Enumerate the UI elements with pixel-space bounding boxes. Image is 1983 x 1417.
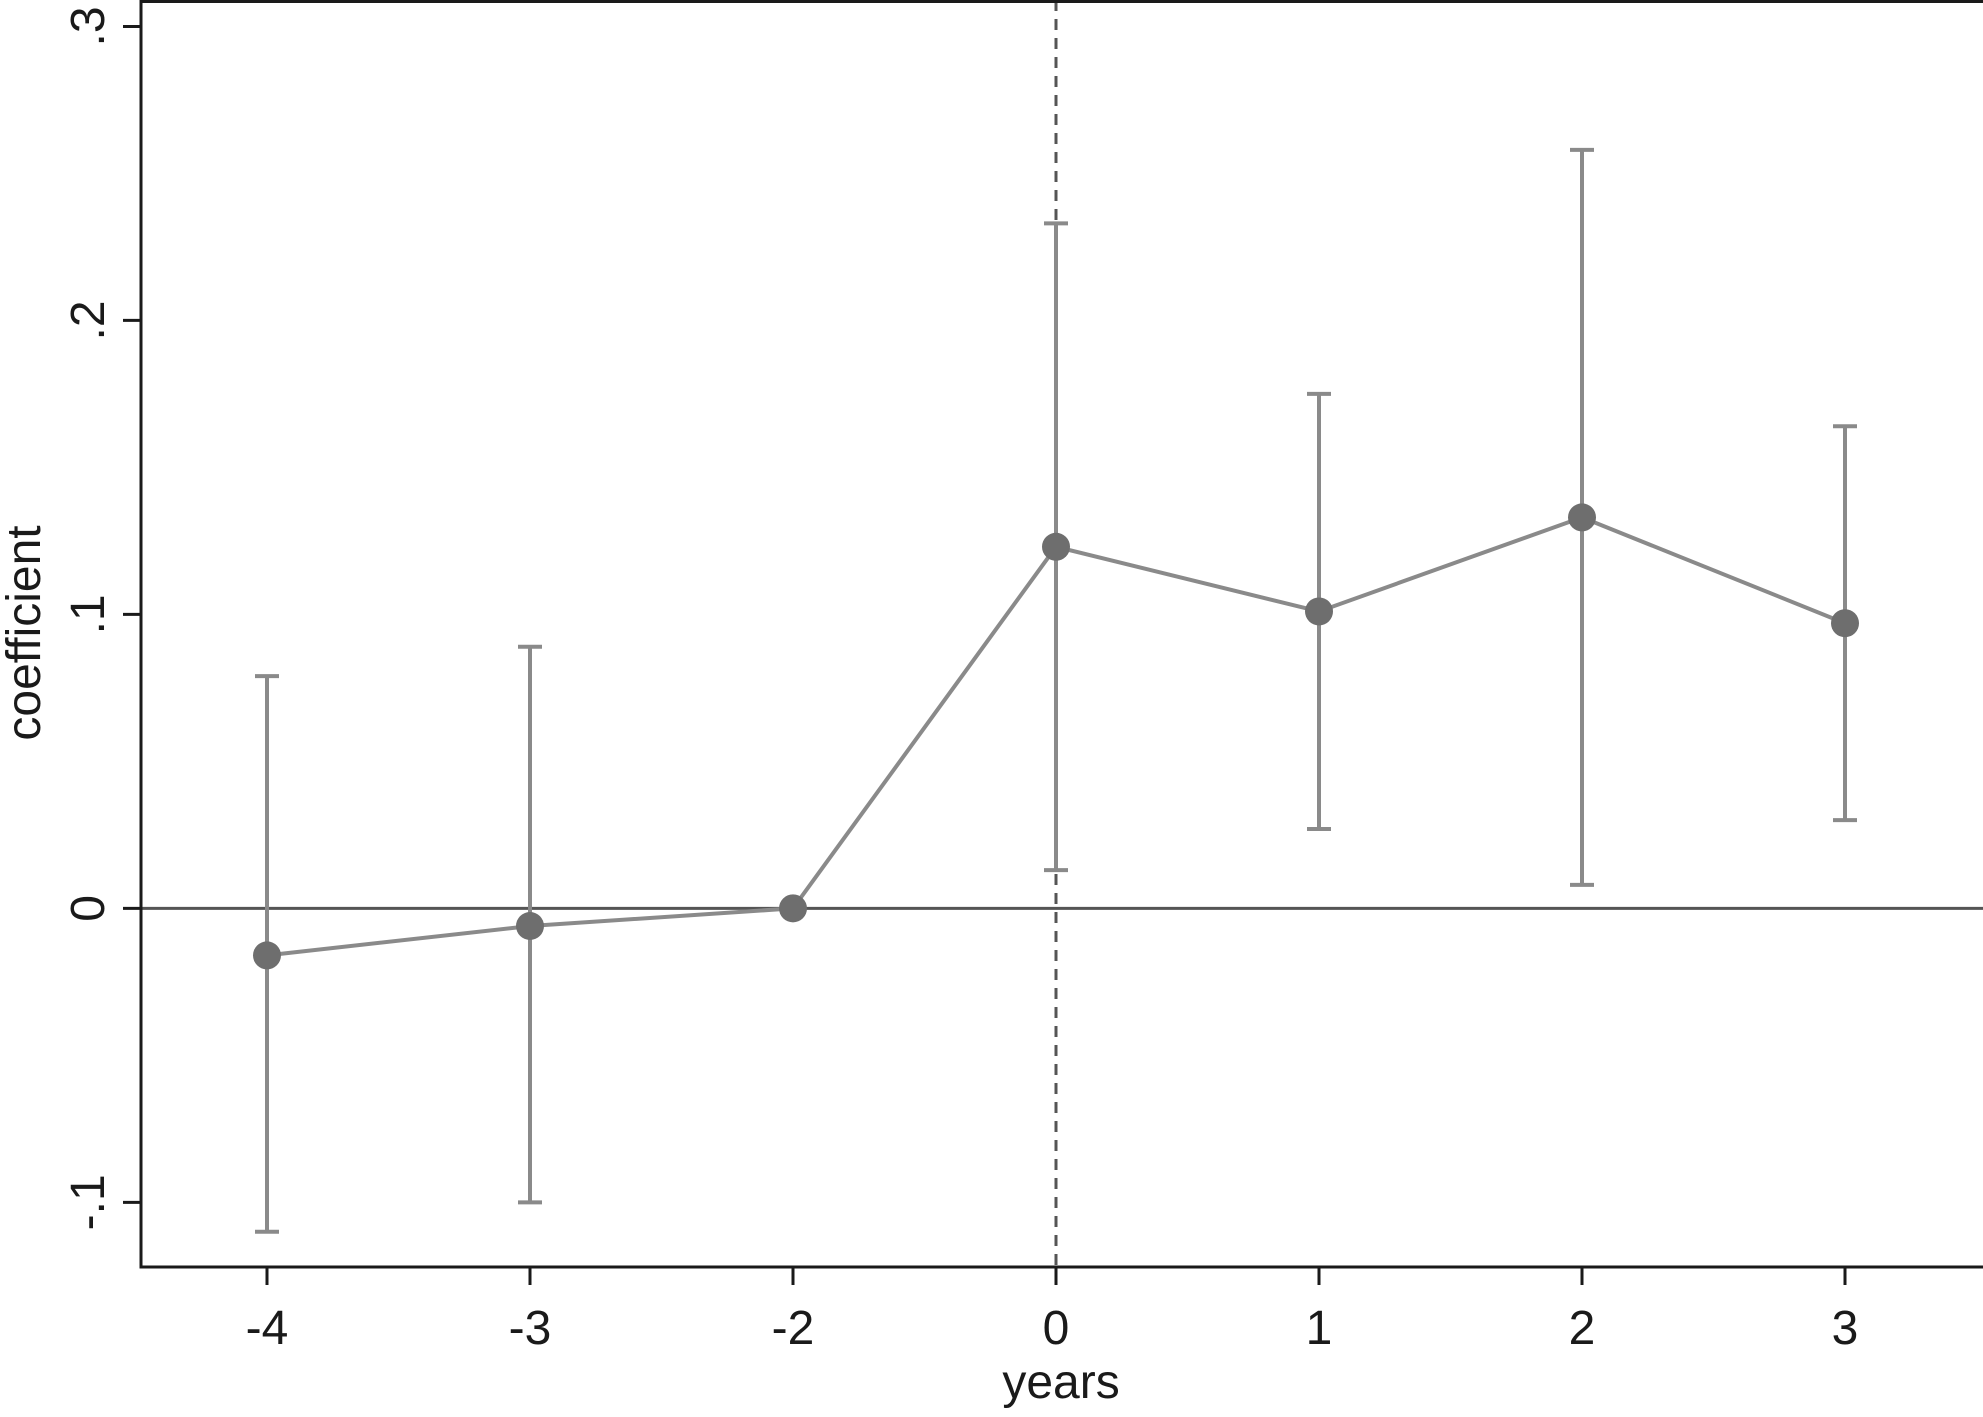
data-point	[253, 941, 281, 969]
y-tick-label: 0	[62, 895, 115, 922]
x-tick-label: -4	[246, 1302, 289, 1355]
data-point	[1831, 609, 1859, 637]
data-point	[779, 894, 807, 922]
x-axis-label: years	[1002, 1356, 1119, 1409]
x-tick-label: -2	[772, 1302, 815, 1355]
y-tick-label: .1	[62, 594, 115, 634]
data-point	[1305, 597, 1333, 625]
y-tick-label: .3	[62, 6, 115, 46]
y-axis-label: coefficient	[0, 525, 51, 740]
y-axis-ticks: -.1 0 .1 .2 .3	[62, 6, 141, 1230]
y-tick-label: -.1	[62, 1174, 115, 1230]
y-tick-label: .2	[62, 300, 115, 340]
data-point	[1042, 533, 1070, 561]
axes	[140, 0, 1983, 1269]
x-tick-label: -3	[509, 1302, 552, 1355]
reference-lines	[141, 0, 1983, 1267]
data-point	[516, 912, 544, 940]
x-axis-ticks: -4 -3 -2 0 1 2 3	[246, 1267, 1859, 1355]
data-point	[1568, 503, 1596, 531]
x-tick-label: 3	[1832, 1302, 1859, 1355]
x-tick-label: 1	[1306, 1302, 1333, 1355]
x-tick-label: 0	[1043, 1302, 1070, 1355]
x-tick-label: 2	[1569, 1302, 1596, 1355]
